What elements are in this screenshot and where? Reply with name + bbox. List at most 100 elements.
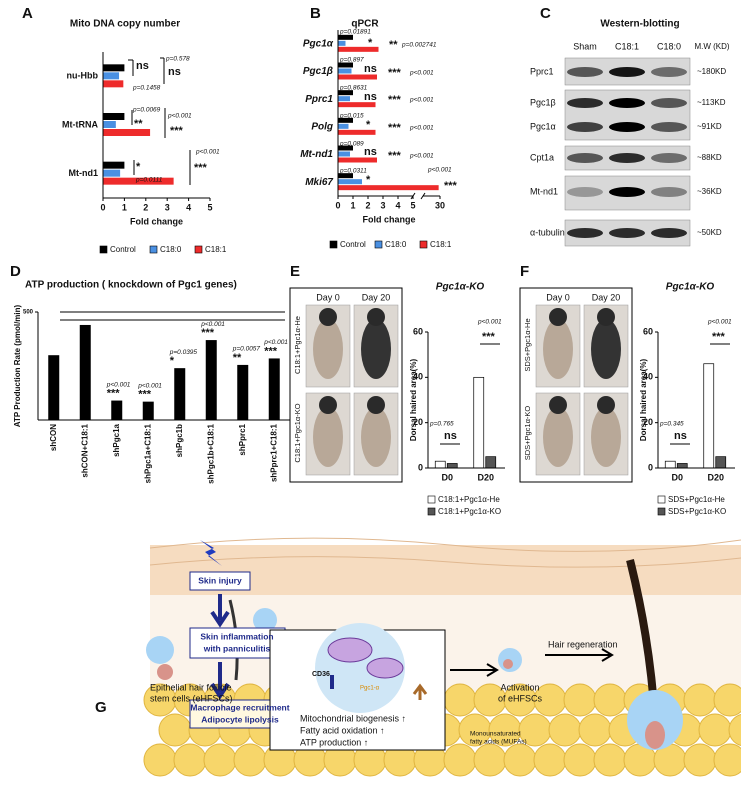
annotation: p=0.089	[339, 141, 364, 148]
blot-title: Western-blotting	[600, 19, 679, 30]
x-tick-label: 5	[410, 200, 415, 210]
label: of eHFSCs	[498, 693, 543, 703]
follicle	[146, 636, 174, 664]
x-tick-label: 4	[395, 200, 400, 210]
x-tick-label: 30	[435, 200, 445, 210]
x-tick-label: D0	[671, 472, 683, 482]
x-tick-label: shPgc1b+C18:1	[206, 423, 215, 483]
annotation: *	[170, 355, 175, 367]
axis-label: Fold change	[130, 216, 183, 226]
band-label: Pprc1	[530, 66, 554, 76]
bar	[338, 68, 352, 74]
bar	[338, 96, 350, 102]
label: Hair regeneration	[548, 639, 618, 649]
annotation: *	[136, 161, 141, 173]
band	[567, 153, 603, 163]
mitochondrion	[327, 637, 373, 663]
legend-label: C18:0	[385, 240, 407, 249]
bar	[103, 169, 121, 177]
receptor	[330, 675, 334, 689]
skin-line	[149, 537, 741, 552]
y-tick-label: 500	[23, 310, 34, 316]
annotation: p=0.897	[339, 57, 364, 64]
annotation: ***	[388, 150, 402, 162]
band	[609, 153, 645, 163]
mouse	[313, 319, 343, 379]
label: Pgc1-α	[360, 686, 380, 692]
day-label: Day 20	[362, 292, 391, 302]
bar	[338, 46, 379, 52]
band	[609, 187, 645, 197]
band	[567, 122, 603, 132]
arrow	[210, 662, 230, 700]
mouse-head	[367, 396, 385, 414]
band	[567, 187, 603, 197]
bar	[434, 460, 446, 469]
annotation: p<0.001	[137, 382, 162, 389]
mouse-head	[597, 308, 615, 326]
bar	[446, 463, 458, 469]
bar	[338, 74, 377, 80]
bar	[664, 460, 676, 469]
adipocyte	[563, 683, 597, 717]
adipocyte	[548, 713, 582, 747]
bar	[703, 363, 715, 469]
annotation: p=0.0395	[169, 349, 198, 356]
legend-swatch	[99, 245, 108, 254]
adipocyte	[533, 743, 567, 777]
x-tick-label: shPprc1+C18:1	[269, 423, 278, 482]
arrow	[210, 594, 230, 628]
lane-label: C18:1	[615, 41, 639, 51]
adipocyte	[233, 743, 267, 777]
row-label: C18:1+Pgc1α-He	[293, 316, 302, 374]
mouse	[591, 407, 621, 467]
legend-swatch	[427, 495, 436, 504]
x-tick-label: 1	[122, 202, 127, 212]
annotation: p=0.0069	[132, 107, 161, 114]
x-tick-label: D20	[477, 472, 494, 482]
label: Macrophage recruitment	[190, 702, 289, 712]
bar	[338, 173, 353, 179]
mouse	[313, 407, 343, 467]
axis-label: Fold change	[362, 214, 415, 224]
annotation: ***	[138, 389, 152, 401]
x-tick-label: D0	[441, 472, 453, 482]
chart-title: ATP production ( knockdown of Pgc1 genes…	[25, 280, 237, 291]
annotation: ***	[194, 162, 208, 174]
mouse	[543, 319, 573, 379]
chart-title: Pgc1α-KO	[436, 282, 485, 293]
axis-label: ATP Production Rate (pmol/min)	[13, 304, 22, 427]
adipocyte	[563, 743, 597, 777]
label: ATP production ↑	[300, 737, 368, 747]
follicle	[627, 690, 683, 750]
mouse-head	[319, 308, 337, 326]
legend-swatch	[329, 240, 338, 249]
annotation: **	[233, 352, 242, 364]
annotation: ***	[388, 122, 402, 134]
x-tick-label: 5	[207, 202, 212, 212]
adipocyte	[443, 683, 477, 717]
adipocyte	[443, 743, 477, 777]
x-tick-label: 0	[335, 200, 340, 210]
category-label: Mt-nd1	[69, 168, 99, 178]
label: stem cells (eHFSCs)	[150, 693, 233, 703]
mouse-head	[549, 396, 567, 414]
band	[567, 67, 603, 77]
arrow	[412, 683, 428, 700]
x-tick-label: D20	[707, 472, 724, 482]
adipocyte	[683, 743, 717, 777]
y-tick-label: 0	[648, 462, 653, 472]
band	[651, 98, 687, 108]
bar	[338, 40, 346, 46]
annotation: ***	[170, 125, 184, 137]
bar	[103, 177, 174, 185]
bar	[103, 80, 124, 88]
bar	[473, 376, 485, 469]
annotation: p=0.0311	[339, 168, 367, 175]
blot	[564, 89, 691, 141]
x-tick-label: 3	[165, 202, 170, 212]
annotation: p<0.001	[106, 381, 131, 388]
mitochondrion	[366, 657, 404, 679]
mw-label: ~91KD	[697, 122, 722, 131]
axis-label: Dorsal haired area(%)	[409, 359, 418, 442]
